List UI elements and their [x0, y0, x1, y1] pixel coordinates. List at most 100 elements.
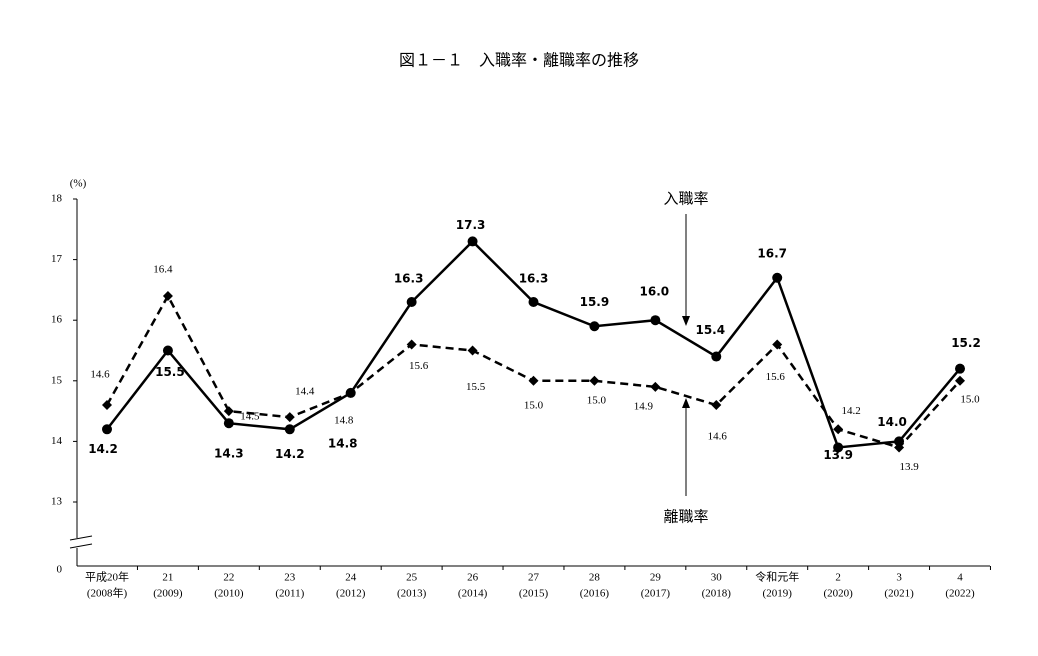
x-tick-label: (2010)	[214, 588, 244, 600]
data-label: 15.0	[524, 399, 544, 411]
data-label: 15.4	[695, 323, 725, 337]
point	[406, 339, 417, 350]
point	[162, 345, 173, 356]
point	[894, 442, 905, 453]
x-tick-label: 26	[467, 572, 479, 584]
x-tick-label: 令和元年	[755, 570, 799, 584]
x-tick-label: (2020)	[823, 588, 853, 600]
x-tick-label: 2	[835, 572, 841, 584]
point	[833, 424, 844, 435]
axis-break	[69, 535, 93, 541]
data-label: 16.4	[153, 263, 173, 275]
x-tick-label: (2014)	[458, 588, 488, 600]
data-label: 15.6	[766, 371, 786, 383]
data-label: 16.7	[757, 246, 787, 260]
point	[162, 290, 173, 301]
series-annotation: 入職率	[663, 190, 708, 207]
x-tick-label: (2017)	[641, 588, 671, 600]
y-tick-label: 15	[51, 374, 63, 386]
data-label: 14.9	[634, 400, 654, 412]
y-tick-label: 13	[51, 496, 63, 508]
chart-title: 図１－１ 入職率・離職率の推移	[399, 52, 639, 70]
x-tick-label: 21	[162, 572, 173, 584]
point	[589, 321, 600, 332]
data-label: 15.2	[951, 336, 981, 350]
x-tick-label: (2013)	[397, 588, 427, 600]
x-tick-label: 24	[345, 572, 357, 584]
y-tick-label: 18	[51, 193, 63, 205]
point	[772, 339, 783, 350]
data-label: 14.5	[240, 411, 260, 423]
x-tick-label: 3	[896, 572, 902, 584]
point	[833, 442, 844, 453]
point	[650, 381, 661, 392]
x-tick-label: (2022)	[945, 588, 975, 600]
data-label: 14.8	[334, 414, 354, 426]
point	[711, 400, 722, 411]
x-tick-label: 28	[589, 572, 601, 584]
point	[467, 236, 478, 247]
x-tick-label: (2021)	[884, 588, 914, 600]
data-label: 15.0	[960, 393, 980, 405]
point	[528, 375, 539, 386]
data-label: 14.2	[88, 442, 118, 456]
data-label: 16.3	[519, 272, 549, 286]
arrow-head	[682, 398, 690, 408]
point	[406, 297, 417, 308]
y-tick-label: 14	[51, 435, 63, 447]
data-label: 15.6	[409, 360, 429, 372]
x-tick-label: (2012)	[336, 588, 366, 600]
point	[589, 375, 600, 386]
point	[467, 345, 478, 356]
point	[345, 387, 356, 398]
y-unit: (%)	[70, 178, 87, 190]
x-tick-label: (2011)	[275, 588, 304, 600]
data-label: 14.3	[214, 447, 244, 461]
x-tick-label: 25	[406, 572, 418, 584]
x-tick-label: (2019)	[763, 588, 793, 600]
data-label: 13.9	[823, 448, 853, 462]
data-label: 14.8	[328, 436, 358, 450]
data-label: 14.0	[877, 415, 907, 429]
point	[223, 418, 234, 429]
point	[102, 400, 112, 411]
x-tick-label: 30	[711, 572, 723, 584]
point	[223, 406, 234, 417]
data-label: 17.3	[456, 218, 486, 232]
x-tick-label: (2016)	[580, 588, 610, 600]
x-tick-label: (2015)	[519, 588, 549, 600]
axis-break	[69, 543, 93, 549]
x-tick-label: (2008年)	[87, 586, 128, 600]
y-tick-label: 16	[51, 314, 63, 326]
point	[284, 424, 295, 435]
point	[955, 375, 965, 386]
data-label: 14.6	[90, 369, 110, 381]
data-label: 16.3	[394, 272, 424, 286]
y-tick-label: 0	[57, 564, 63, 576]
data-label: 16.0	[640, 285, 670, 299]
arrow-head	[682, 316, 690, 326]
data-label: 15.5	[466, 381, 486, 393]
y-tick-label: 17	[51, 253, 63, 265]
point	[955, 363, 965, 374]
point	[650, 315, 661, 326]
data-label: 14.6	[708, 431, 728, 443]
x-tick-label: (2009)	[153, 588, 183, 600]
data-label: 15.5	[155, 365, 185, 379]
data-label: 14.2	[842, 405, 861, 417]
series-annotation: 離職率	[663, 507, 708, 525]
x-tick-label: 22	[223, 572, 234, 584]
x-tick-label: 平成20年	[85, 570, 129, 584]
point	[528, 297, 539, 308]
x-tick-label: 23	[284, 572, 296, 584]
x-tick-label: 27	[528, 572, 540, 584]
axes	[69, 199, 990, 567]
data-label: 14.2	[275, 447, 305, 461]
point	[772, 272, 783, 283]
x-tick-label: (2018)	[702, 588, 732, 600]
point	[284, 412, 295, 423]
data-label: 13.9	[899, 461, 919, 473]
point	[102, 424, 112, 435]
x-tick-label: 29	[650, 572, 662, 584]
